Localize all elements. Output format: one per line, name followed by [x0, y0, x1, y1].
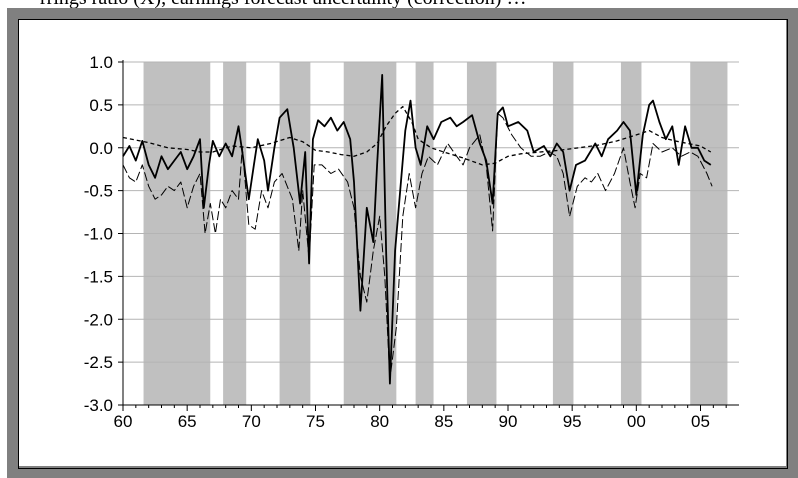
- y-tick-label-4: -1.0: [84, 225, 113, 244]
- series-line-2: [122, 112, 713, 380]
- x-tick-label-3: 75: [306, 412, 325, 431]
- y-tick-label-8: -3.0: [84, 396, 113, 415]
- x-tick-label-4: 80: [370, 412, 389, 431]
- y-tick-label-0: 1.0: [89, 53, 113, 72]
- figure-caption: rrings ratio (X), earnings forecast unce…: [40, 0, 526, 8]
- series-lines: [122, 74, 713, 385]
- x-tick-label-2: 70: [242, 412, 261, 431]
- y-tick-label-3: -0.5: [84, 182, 113, 201]
- series-line-1: [122, 74, 712, 385]
- x-tick-label-8: 00: [627, 412, 646, 431]
- y-axis-ticks: 1.0 0.5 0.0 -0.5 -1.0 -1.5 -2.0 -2.5 -3.0: [84, 53, 123, 415]
- y-tick-label-2: 0.0: [89, 139, 113, 158]
- x-axis-ticks: 60 65 70 75 80 85 90 95 00 05: [114, 405, 727, 431]
- y-tick-label-6: -2.0: [84, 310, 113, 329]
- x-tick-label-5: 85: [434, 412, 453, 431]
- caption-strip: rrings ratio (X), earnings forecast unce…: [0, 0, 798, 8]
- x-tick-label-6: 90: [499, 412, 518, 431]
- y-tick-label-1: 0.5: [89, 96, 113, 115]
- x-tick-label-9: 05: [691, 412, 710, 431]
- chart-frame: [7, 8, 798, 478]
- x-tick-label-7: 95: [563, 412, 582, 431]
- y-tick-label-7: -2.5: [84, 353, 113, 372]
- x-tick-label-0: 60: [114, 412, 133, 431]
- x-tick-label-1: 65: [178, 412, 197, 431]
- y-tick-label-5: -1.5: [84, 267, 113, 286]
- series-line-3: [122, 105, 712, 166]
- gridlines: [123, 61, 739, 363]
